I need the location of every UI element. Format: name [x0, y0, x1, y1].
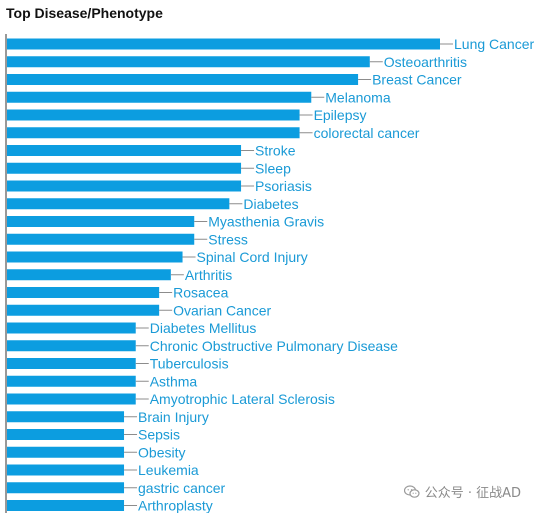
bar-label: Ovarian Cancer	[173, 302, 271, 318]
bar-label: Stroke	[255, 143, 296, 159]
bar-label: Amyotrophic Lateral Sclerosis	[150, 391, 335, 407]
watermark-text: 公众号 · 征战AD	[424, 486, 521, 501]
bar[interactable]	[7, 375, 136, 387]
bar[interactable]	[7, 287, 160, 298]
bar[interactable]	[7, 322, 136, 334]
bar-label: Spinal Cord Injury	[197, 249, 308, 265]
bar[interactable]	[7, 74, 359, 85]
bar-label: Leukemia	[138, 462, 199, 478]
bar-label: Sleep	[255, 160, 291, 176]
watermark: 公众号 · 征战AD	[403, 482, 521, 501]
bar-label: Arthroplasty	[138, 498, 213, 513]
bar-label: Myasthenia Gravis	[208, 214, 324, 230]
bar[interactable]	[7, 500, 125, 511]
bar-label: Sepsis	[138, 427, 180, 443]
bar-label: Asthma	[150, 373, 198, 389]
bar-label: Diabetes	[243, 196, 298, 212]
bar[interactable]	[7, 127, 300, 139]
bar-label: Tuberculosis	[150, 356, 229, 372]
bar-label: Lung Cancer	[454, 36, 535, 52]
bar[interactable]	[7, 216, 195, 227]
bar[interactable]	[7, 145, 242, 156]
bar-label: Psoriasis	[255, 178, 312, 194]
bar[interactable]	[7, 446, 125, 458]
wechat-icon	[403, 484, 420, 498]
bar[interactable]	[7, 38, 440, 50]
bar-label: Stress	[208, 231, 248, 247]
bar[interactable]	[7, 304, 160, 316]
bar[interactable]	[7, 198, 230, 210]
bar-label: Epilepsy	[314, 107, 367, 123]
bar[interactable]	[7, 393, 136, 405]
bar-label: Chronic Obstructive Pulmonary Disease	[150, 338, 398, 354]
bar-label: Brain Injury	[138, 409, 209, 425]
bar[interactable]	[7, 464, 125, 476]
chart-title: Top Disease/Phenotype	[6, 5, 163, 21]
bar-label: Breast Cancer	[372, 72, 462, 88]
bar-label: Arthritis	[185, 267, 232, 283]
bar[interactable]	[7, 233, 195, 245]
bar-label: Osteoarthritis	[384, 54, 467, 70]
bar[interactable]	[7, 91, 312, 103]
bar-label: Diabetes Mellitus	[150, 320, 257, 336]
bar[interactable]	[7, 358, 136, 369]
bar[interactable]	[7, 482, 125, 494]
bar-label: gastric cancer	[138, 480, 225, 496]
bar[interactable]	[7, 429, 125, 440]
bar[interactable]	[7, 269, 171, 281]
bar[interactable]	[7, 56, 370, 68]
bar[interactable]	[7, 340, 136, 352]
bar-label: Obesity	[138, 444, 185, 460]
bar[interactable]	[7, 162, 242, 174]
bar[interactable]	[7, 251, 183, 263]
bar[interactable]	[7, 180, 242, 192]
bar-label: colorectal cancer	[314, 125, 420, 141]
bar-label: Rosacea	[173, 285, 228, 301]
bar[interactable]	[7, 411, 125, 423]
bar-label: Melanoma	[325, 89, 391, 105]
bar[interactable]	[7, 109, 300, 121]
